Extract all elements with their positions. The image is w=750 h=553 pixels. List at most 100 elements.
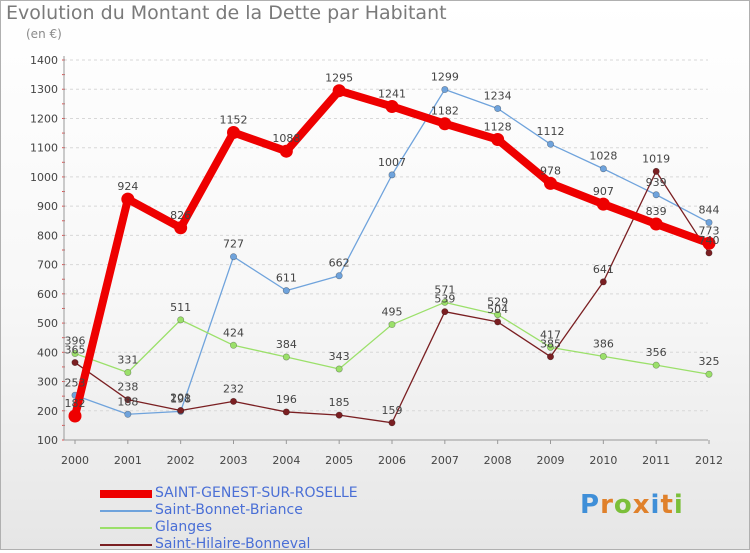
data-label: 727	[223, 238, 244, 251]
y-tick-label: 900	[37, 200, 58, 213]
data-label: 1182	[431, 105, 459, 118]
data-label: 424	[223, 326, 244, 339]
x-tick-label: 2008	[484, 454, 512, 467]
data-point	[177, 406, 185, 414]
legend-swatch	[100, 544, 152, 546]
data-point	[388, 321, 396, 329]
proxiti-logo: Proxiti	[580, 490, 684, 520]
data-point	[230, 341, 238, 349]
data-label: 325	[699, 355, 720, 368]
data-point	[491, 133, 505, 147]
data-label: 1295	[325, 72, 353, 85]
data-label: 1234	[484, 90, 512, 103]
logo-letter: o	[613, 490, 633, 520]
y-tick-label: 700	[37, 259, 58, 272]
data-point	[599, 278, 607, 286]
data-label: 331	[117, 353, 138, 366]
data-point	[705, 370, 713, 378]
data-label: 386	[593, 337, 614, 350]
data-point	[438, 117, 452, 131]
data-label: 495	[382, 306, 403, 319]
data-point	[599, 165, 607, 173]
y-tick-label: 300	[37, 376, 58, 389]
data-point	[71, 359, 79, 367]
y-tick-label: 1200	[30, 112, 58, 125]
data-point	[546, 343, 554, 351]
data-point	[652, 361, 660, 369]
x-tick-label: 2004	[272, 454, 300, 467]
logo-letter: r	[600, 490, 614, 520]
data-label: 1088	[272, 132, 300, 145]
data-point	[177, 316, 185, 324]
logo-letter: P	[580, 490, 601, 520]
data-point	[441, 308, 449, 316]
data-point	[227, 125, 240, 139]
data-label: 740	[699, 234, 720, 247]
data-point	[174, 221, 188, 235]
data-label: 253	[65, 376, 86, 389]
data-point	[282, 287, 290, 295]
y-tick-label: 1300	[30, 83, 58, 96]
data-point	[282, 353, 290, 361]
data-point	[230, 253, 238, 261]
data-label: 1241	[378, 87, 406, 100]
legend-swatch	[100, 510, 152, 512]
data-label: 924	[117, 180, 138, 193]
data-label: 1007	[378, 156, 406, 169]
y-tick-label: 1000	[30, 171, 58, 184]
x-tick-label: 2002	[167, 454, 195, 467]
x-tick-label: 2000	[61, 454, 89, 467]
data-label: 238	[117, 381, 138, 394]
data-label: 343	[329, 350, 350, 363]
series-line	[71, 86, 713, 421]
data-point	[546, 353, 554, 361]
y-axis-unit-label: (en €)	[26, 27, 62, 41]
x-tick-label: 2011	[642, 454, 670, 467]
data-label: 539	[434, 293, 455, 306]
data-point	[335, 365, 343, 373]
data-point	[279, 144, 293, 158]
x-tick-label: 2007	[431, 454, 459, 467]
data-label: 662	[329, 257, 350, 270]
data-point	[441, 86, 449, 94]
data-label: 198	[170, 392, 191, 405]
logo-letter: i	[673, 490, 684, 520]
y-tick-label: 200	[37, 405, 58, 418]
data-label: 939	[646, 176, 667, 189]
data-point	[652, 167, 660, 175]
data-point	[124, 368, 132, 376]
data-label: 571	[434, 283, 455, 296]
x-tick-label: 2001	[114, 454, 142, 467]
data-label: 1028	[589, 150, 617, 163]
y-tick-label: 1100	[30, 142, 58, 155]
logo-letter: t	[660, 490, 674, 520]
data-point	[388, 419, 396, 427]
data-point	[68, 409, 82, 423]
data-label: 417	[540, 328, 561, 341]
data-label: 839	[646, 205, 667, 218]
data-point	[599, 352, 607, 360]
data-label: 396	[65, 334, 86, 347]
data-point	[385, 99, 399, 113]
data-point	[705, 219, 713, 227]
data-point	[121, 192, 135, 206]
data-label: 356	[646, 346, 667, 359]
data-point	[388, 171, 396, 179]
data-point	[494, 311, 502, 319]
data-point	[441, 298, 449, 306]
data-point	[652, 191, 660, 199]
data-label: 182	[65, 397, 86, 410]
data-point	[494, 105, 502, 113]
data-label: 529	[487, 296, 508, 309]
data-label: 232	[223, 382, 244, 395]
y-tick-label: 400	[37, 346, 58, 359]
data-label: 907	[593, 185, 614, 198]
legend-label: Saint-Bonnet-Briance	[155, 502, 303, 518]
data-point	[332, 84, 346, 98]
legend-label: Saint-Hilaire-Bonneval	[155, 536, 311, 552]
y-tick-label: 800	[37, 229, 58, 242]
data-label: 1299	[431, 71, 459, 84]
data-label: 773	[699, 224, 720, 237]
data-point	[335, 272, 343, 280]
